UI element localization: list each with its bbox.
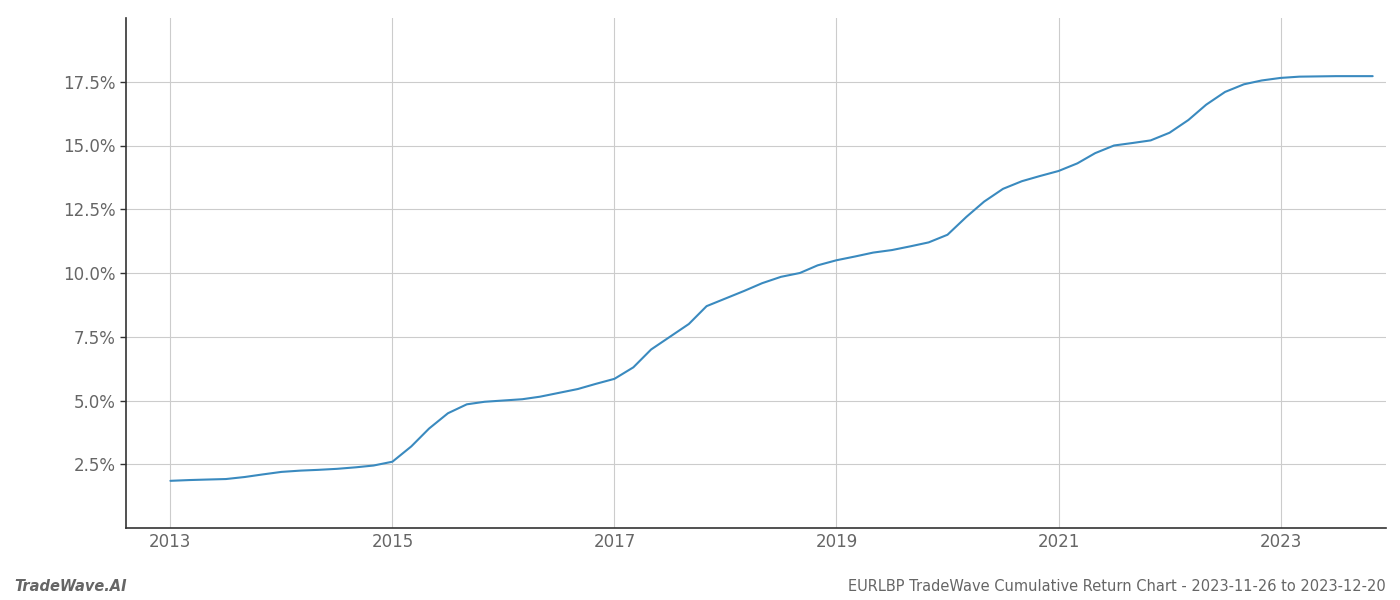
Text: TradeWave.AI: TradeWave.AI <box>14 579 126 594</box>
Text: EURLBP TradeWave Cumulative Return Chart - 2023-11-26 to 2023-12-20: EURLBP TradeWave Cumulative Return Chart… <box>848 579 1386 594</box>
